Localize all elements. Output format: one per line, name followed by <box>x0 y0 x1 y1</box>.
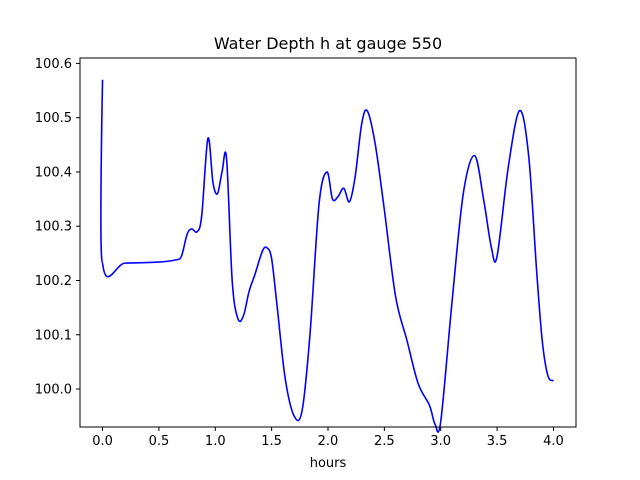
y-tick-label: 100.5 <box>35 111 72 126</box>
x-axis-label: hours <box>310 456 347 471</box>
x-tick-label: 3.0 <box>430 434 451 449</box>
x-tick-label: 0.0 <box>92 434 113 449</box>
x-tick-label: 2.5 <box>374 434 395 449</box>
y-tick-label: 100.1 <box>35 328 72 343</box>
x-tick-label: 4.0 <box>543 434 564 449</box>
series-layer <box>100 78 555 433</box>
chart-title: Water Depth h at gauge 550 <box>214 34 442 53</box>
x-tick-label: 1.0 <box>205 434 226 449</box>
plot-frame <box>79 57 577 428</box>
x-axis-ticks: 0.0 0.5 1.0 1.5 2.0 2.5 3.0 3.5 4.0 <box>92 427 564 449</box>
y-tick-label: 100.6 <box>35 57 72 72</box>
x-tick-label: 1.5 <box>261 434 282 449</box>
y-tick-label: 100.3 <box>35 220 72 235</box>
y-tick-label: 100.0 <box>35 383 72 398</box>
y-tick-label: 100.2 <box>35 274 72 289</box>
x-tick-label: 3.5 <box>487 434 508 449</box>
x-tick-label: 0.5 <box>149 434 170 449</box>
series-line <box>100 78 555 433</box>
x-tick-label: 2.0 <box>318 434 339 449</box>
y-axis-ticks: 100.0 100.1 100.2 100.3 100.4 100.5 100.6 <box>35 57 80 398</box>
y-tick-label: 100.4 <box>35 165 72 180</box>
